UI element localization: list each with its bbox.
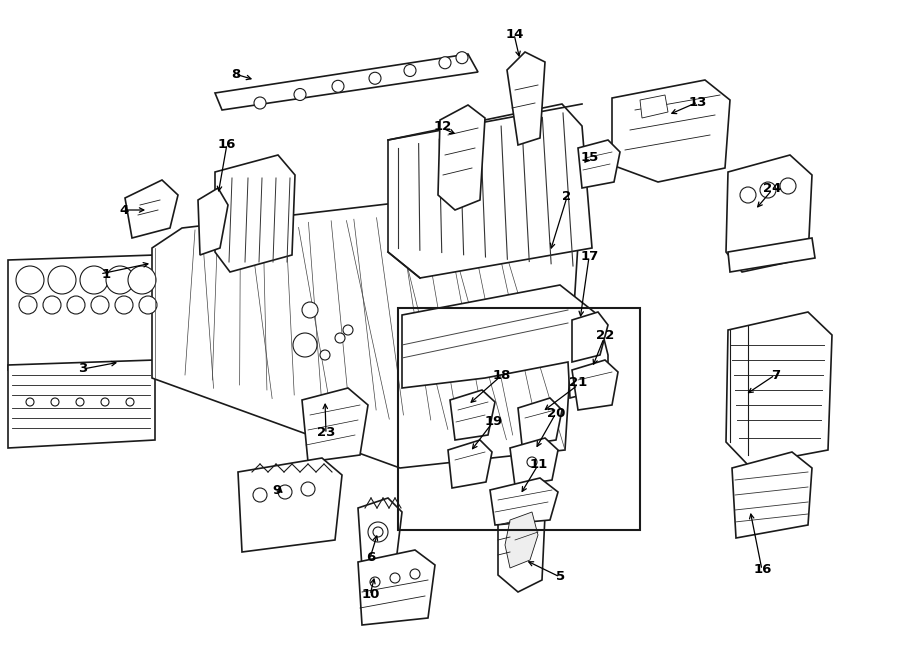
Bar	[398, 308, 640, 530]
Text: 13: 13	[688, 96, 706, 109]
Polygon shape	[215, 54, 478, 110]
Text: 19: 19	[484, 415, 502, 428]
Circle shape	[332, 80, 344, 93]
Circle shape	[91, 296, 109, 314]
Circle shape	[740, 187, 756, 203]
Circle shape	[43, 296, 61, 314]
Polygon shape	[438, 105, 485, 210]
Polygon shape	[726, 155, 812, 272]
Circle shape	[404, 65, 416, 77]
Text: 16: 16	[218, 137, 236, 151]
Polygon shape	[8, 255, 155, 370]
Circle shape	[139, 296, 157, 314]
Circle shape	[80, 266, 108, 294]
Polygon shape	[510, 438, 558, 486]
Text: 16: 16	[754, 563, 772, 576]
Circle shape	[293, 333, 317, 357]
Text: 15: 15	[580, 151, 598, 164]
Polygon shape	[505, 512, 538, 568]
Text: 24: 24	[763, 182, 781, 195]
Circle shape	[302, 302, 318, 318]
Circle shape	[253, 488, 267, 502]
Text: 14: 14	[506, 28, 524, 41]
Polygon shape	[215, 155, 295, 272]
Text: 1: 1	[102, 268, 111, 281]
Polygon shape	[358, 498, 402, 568]
Polygon shape	[572, 360, 618, 410]
Circle shape	[51, 398, 59, 406]
Text: 17: 17	[580, 250, 598, 263]
Text: 7: 7	[771, 369, 780, 382]
Circle shape	[76, 398, 84, 406]
Circle shape	[301, 482, 315, 496]
Polygon shape	[302, 388, 368, 462]
Polygon shape	[572, 312, 608, 362]
Text: 21: 21	[569, 375, 587, 389]
Text: 23: 23	[317, 426, 335, 440]
Text: 22: 22	[596, 329, 614, 342]
Text: 10: 10	[362, 588, 380, 602]
Polygon shape	[612, 80, 730, 182]
Polygon shape	[726, 312, 832, 465]
Polygon shape	[507, 52, 545, 145]
Text: 9: 9	[273, 484, 282, 497]
Polygon shape	[518, 398, 562, 445]
Polygon shape	[450, 390, 495, 440]
Circle shape	[16, 266, 44, 294]
Circle shape	[373, 527, 383, 537]
Polygon shape	[402, 285, 608, 398]
Circle shape	[278, 485, 292, 499]
Polygon shape	[578, 140, 620, 188]
Text: 2: 2	[562, 190, 572, 204]
Text: 6: 6	[366, 551, 375, 564]
Circle shape	[101, 398, 109, 406]
Circle shape	[760, 182, 776, 198]
Text: 12: 12	[434, 120, 452, 134]
Circle shape	[456, 52, 468, 63]
Polygon shape	[238, 458, 342, 552]
Polygon shape	[152, 192, 580, 468]
Text: 4: 4	[120, 204, 129, 217]
Circle shape	[410, 569, 420, 579]
Polygon shape	[198, 188, 228, 255]
Circle shape	[439, 57, 451, 69]
Circle shape	[294, 89, 306, 100]
Circle shape	[115, 296, 133, 314]
Polygon shape	[498, 500, 545, 592]
Circle shape	[368, 522, 388, 542]
Polygon shape	[125, 180, 178, 238]
Polygon shape	[388, 104, 592, 278]
Circle shape	[780, 178, 796, 194]
Polygon shape	[732, 452, 812, 538]
Circle shape	[370, 577, 380, 587]
Text: 20: 20	[547, 407, 565, 420]
Circle shape	[320, 350, 330, 360]
Text: 5: 5	[556, 570, 565, 583]
Circle shape	[19, 296, 37, 314]
Polygon shape	[640, 95, 668, 118]
Circle shape	[254, 97, 266, 109]
Polygon shape	[8, 360, 155, 448]
Polygon shape	[448, 440, 492, 488]
Circle shape	[26, 398, 34, 406]
Text: 11: 11	[529, 457, 547, 471]
Text: 18: 18	[493, 369, 511, 382]
Circle shape	[106, 266, 134, 294]
Polygon shape	[358, 550, 435, 625]
Polygon shape	[490, 478, 558, 525]
Circle shape	[390, 573, 400, 583]
Text: 3: 3	[78, 362, 87, 375]
Circle shape	[343, 325, 353, 335]
Circle shape	[126, 398, 134, 406]
Circle shape	[128, 266, 156, 294]
Circle shape	[335, 333, 345, 343]
Circle shape	[67, 296, 85, 314]
Circle shape	[48, 266, 76, 294]
Text: 8: 8	[231, 67, 240, 81]
Circle shape	[369, 72, 381, 84]
Polygon shape	[728, 238, 815, 272]
Circle shape	[527, 457, 537, 467]
